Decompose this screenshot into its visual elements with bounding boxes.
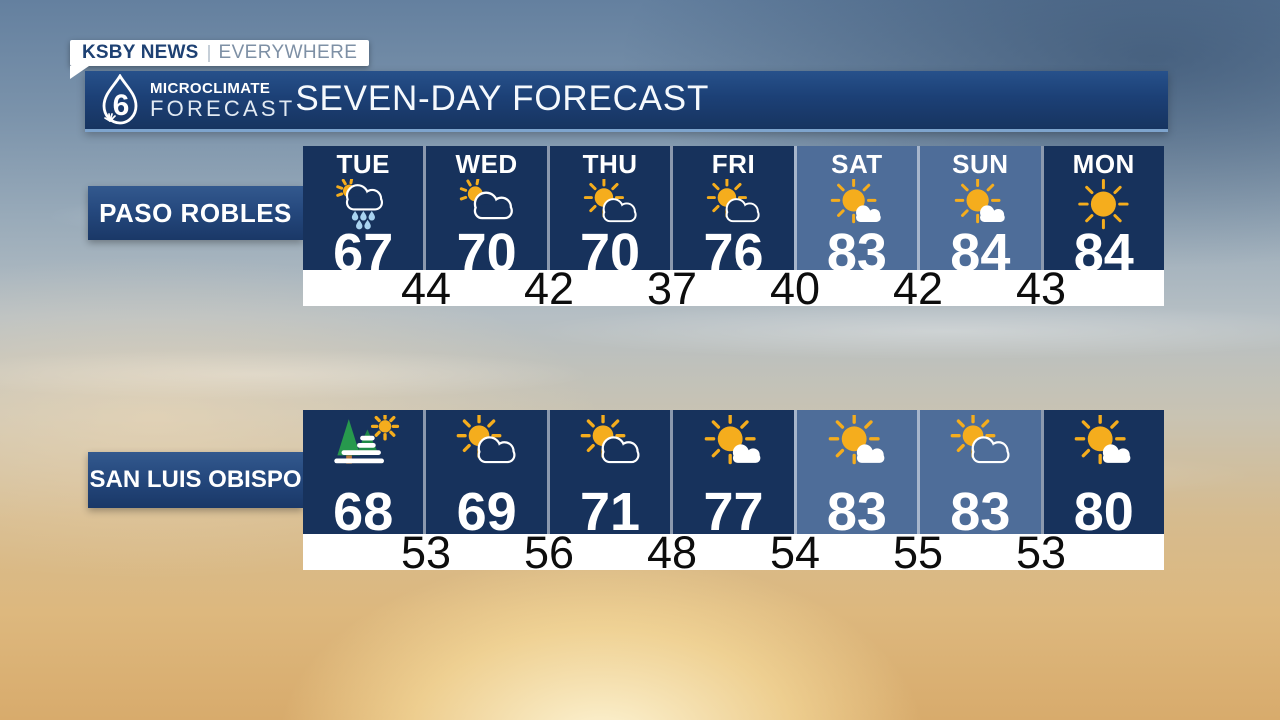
forecast-cell: 68 [303, 410, 424, 542]
high-temp: 69 [456, 482, 517, 542]
sun-cloud-outline-icon [700, 179, 767, 231]
high-temp: 84 [1073, 223, 1134, 283]
low-temp: 42 [892, 263, 944, 314]
sun-cloud-outline-icon [943, 410, 1018, 473]
high-temp: 70 [456, 223, 517, 283]
logo-line2: FORECAST [150, 95, 296, 121]
sun-cloud-filled-icon [947, 179, 1014, 231]
low-temp: 43 [1015, 263, 1067, 314]
day-label: SUN [952, 149, 1009, 179]
low-temp: 37 [646, 263, 698, 314]
day-label: THU [582, 149, 638, 179]
high-temp: 83 [826, 223, 887, 283]
forecast-cell: FRI 76 [670, 146, 794, 280]
station-6-droplet-icon: 6 [102, 74, 138, 125]
forecast-cell: 80 [1040, 410, 1164, 542]
rain-sun-cloud-icon [330, 179, 397, 231]
high-temp: 84 [950, 223, 1011, 283]
low-temp: 54 [769, 527, 821, 578]
day-label: SAT [831, 149, 883, 179]
day-label: MON [1072, 149, 1135, 179]
forecast-cells: TUE 67 WED 70 THU 70 FRI 76 SAT 83 SUN 84 MON 84 [303, 146, 1164, 280]
day-label: FRI [711, 149, 756, 179]
forecast-cells: 68 69 71 77 83 83 80 [303, 410, 1164, 542]
low-temp: 53 [1015, 527, 1067, 578]
high-temp: 68 [333, 482, 394, 542]
high-temp: 76 [703, 223, 764, 283]
day-label: WED [455, 149, 518, 179]
high-temp: 80 [1073, 482, 1134, 542]
station-tagline: EVERYWHERE [218, 42, 358, 63]
forecast-cell: 71 [546, 410, 671, 542]
peacock-icon [104, 113, 116, 122]
logo-line1: MICROCLIMATE [150, 79, 271, 97]
forecast-cell: THU 70 [546, 146, 671, 280]
forecast-cell: SUN 84 [917, 146, 1041, 280]
low-temps-strip: 53 56 48 54 55 53 [303, 530, 1164, 575]
header-bar: 6 MICROCLIMATE FORECAST SEVEN-DAY FORECA… [85, 71, 1168, 132]
high-temp: 77 [703, 482, 764, 542]
forecast-cell: SAT 83 [793, 146, 918, 280]
low-temp: 40 [769, 263, 821, 314]
forecast-cell: 69 [423, 410, 547, 542]
low-temp: 56 [523, 527, 575, 578]
low-temp: 42 [523, 263, 575, 314]
logo-text: MICROCLIMATE FORECAST [150, 81, 295, 120]
location-label-paso-robles: PASO ROBLES [88, 186, 303, 240]
high-temp: 83 [950, 482, 1011, 542]
low-temp: 48 [646, 527, 698, 578]
forecast-cell: MON 84 [1040, 146, 1164, 280]
sun-cloud-outline-icon [573, 410, 648, 473]
sunny-icon [1070, 179, 1137, 231]
forecast-cell: 77 [670, 410, 794, 542]
sun-cloud-filled-icon [696, 410, 771, 473]
sun-cloud-outline-icon [577, 179, 644, 231]
day-label: TUE [336, 149, 390, 179]
forecast-cell: 83 [793, 410, 918, 542]
sun-cloud-filled-icon [823, 179, 890, 231]
forecast-cell: WED 70 [423, 146, 547, 280]
high-temp: 83 [826, 482, 887, 542]
forecast-cell: TUE 67 [303, 146, 424, 280]
low-temps-strip: 44 42 37 40 42 43 [303, 266, 1164, 311]
station-name: KSBY NEWS [82, 42, 199, 63]
low-temp: 44 [400, 263, 452, 314]
low-temp: 55 [892, 527, 944, 578]
fog-trees-sun-icon [326, 410, 401, 473]
high-temp: 70 [580, 223, 641, 283]
high-temp: 71 [580, 482, 641, 542]
logo-number: 6 [113, 89, 130, 122]
forecast-cell: 83 [917, 410, 1041, 542]
high-temp: 67 [333, 223, 394, 283]
sun-peek-cloud-icon [453, 179, 520, 231]
sun-cloud-filled-icon [820, 410, 895, 473]
microclimate-logo: 6 MICROCLIMATE FORECAST [98, 74, 295, 126]
page-title: SEVEN-DAY FORECAST [295, 79, 710, 118]
low-temp: 53 [400, 527, 452, 578]
badge-divider [207, 44, 210, 62]
sun-cloud-filled-icon [1066, 410, 1141, 473]
sun-cloud-outline-icon [449, 410, 524, 473]
location-label-san-luis-obispo: SAN LUIS OBISPO [88, 452, 303, 508]
station-badge: KSBY NEWS EVERYWHERE [70, 40, 370, 79]
